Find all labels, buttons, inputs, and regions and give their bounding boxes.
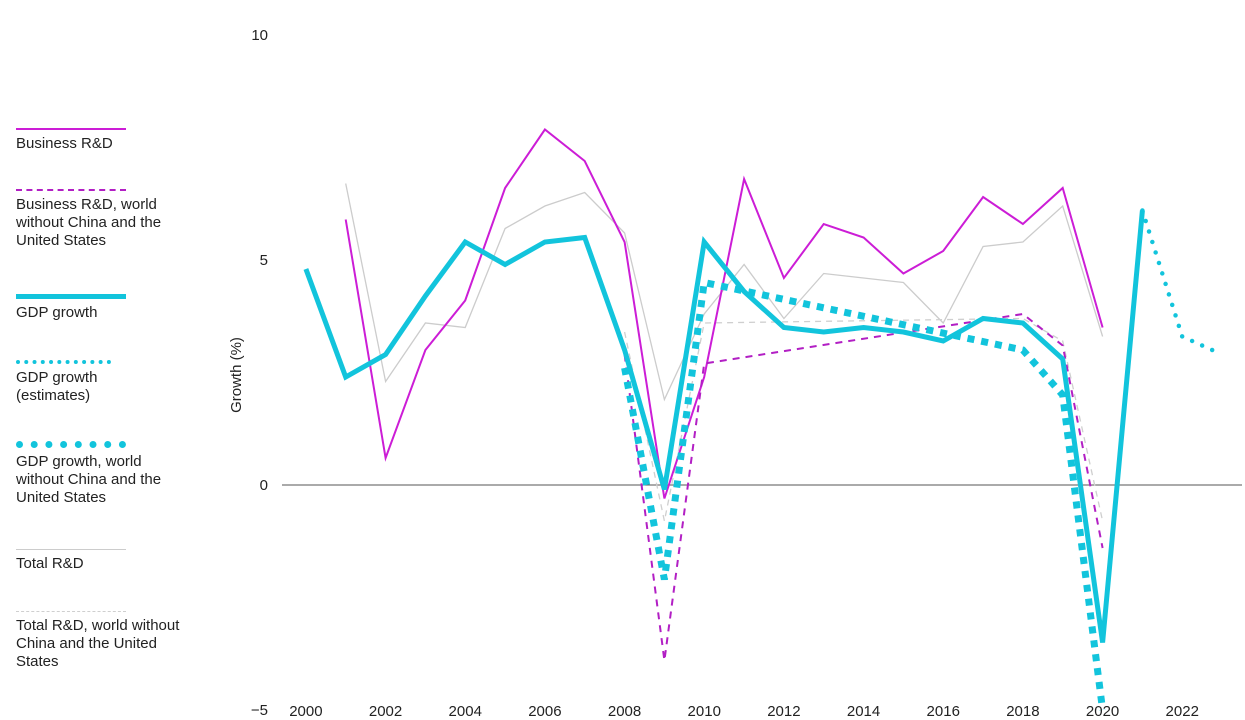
series-layer [303, 128, 1225, 711]
legend-swatch-gdp-growth [16, 294, 126, 299]
x-tick-label: 2018 [1006, 703, 1039, 720]
y-axis: −5 0 5 10 [251, 27, 268, 719]
legend-swatch-total-rd-world [16, 611, 126, 612]
series-line-0 [344, 128, 1104, 499]
y-tick-label: −5 [251, 702, 268, 719]
legend-item-gdp-growth-world: GDP growth, world without China and the … [16, 441, 206, 507]
y-tick-label: 5 [260, 252, 268, 269]
x-tick-label: 2002 [369, 703, 402, 720]
x-tick-label: 2012 [767, 703, 800, 720]
y-tick-label: 10 [251, 27, 268, 44]
x-tick-label: 2008 [608, 703, 641, 720]
x-tick-label: 2016 [927, 703, 960, 720]
legend-label-business-rd: Business R&D [16, 135, 113, 152]
x-tick-label: 2014 [847, 703, 880, 720]
x-tick-label: 2000 [289, 703, 322, 720]
x-tick-label: 2010 [688, 703, 721, 720]
x-tick-label: 2020 [1086, 703, 1119, 720]
x-axis: 2000 2002 2004 2006 2008 2010 2012 2014 2016 2018… [289, 703, 1199, 720]
legend-item-total-rd-world: Total R&D, world without China and the U… [16, 611, 206, 671]
y-axis-label: Growth (%) [228, 337, 245, 413]
legend-swatch-business-rd [16, 128, 126, 130]
legend-item-total-rd: Total R&D [16, 549, 206, 573]
legend-label-gdp-growth-estimates: GDP growth (estimates) [16, 369, 98, 404]
legend-label-gdp-growth: GDP growth [16, 304, 98, 321]
series-line-6 [623, 317, 1104, 522]
legend-swatch-business-rd-world [16, 189, 126, 191]
legend-swatch-gdp-growth-estimates [16, 360, 111, 364]
x-tick-label: 2006 [528, 703, 561, 720]
legend-label-gdp-growth-world: GDP growth, world without China and the … [16, 453, 162, 506]
legend-label-total-rd-world: Total R&D, world without China and the U… [16, 617, 180, 670]
legend-item-gdp-growth: GDP growth [16, 294, 206, 322]
y-tick-label: 0 [260, 477, 268, 494]
legend-swatch-total-rd [16, 549, 126, 550]
series-line-5 [345, 183, 1104, 402]
legend-item-business-rd-world: Business R&D, world without China and th… [16, 189, 206, 250]
legend-label-total-rd: Total R&D [16, 555, 84, 572]
x-tick-label: 2004 [449, 703, 482, 720]
legend-label-business-rd-world: Business R&D, world without China and th… [16, 196, 162, 249]
series-line-2 [303, 210, 1145, 643]
legend-item-gdp-growth-estimates: GDP growth (estimates) [16, 360, 206, 405]
series-line-4 [621, 278, 1107, 711]
x-tick-label: 2022 [1166, 703, 1199, 720]
legend-swatch-gdp-growth-world [16, 441, 126, 448]
series-line-3 [1140, 208, 1225, 357]
series-line-1 [623, 312, 1104, 661]
legend-item-business-rd: Business R&D [16, 128, 206, 153]
